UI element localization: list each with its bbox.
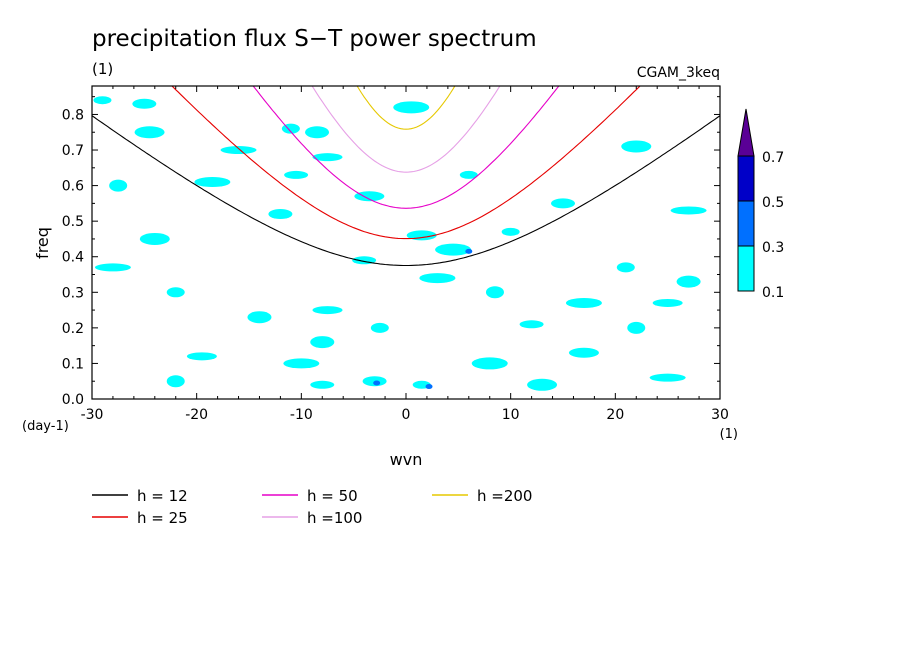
contour-layer — [93, 96, 707, 391]
dispersion-curve — [92, 115, 720, 267]
contour-region — [471, 357, 508, 370]
contour-region — [459, 170, 478, 179]
contour-region — [485, 286, 504, 299]
contour-region — [551, 198, 575, 209]
contour-region — [465, 248, 473, 254]
colorbar-label: 0.1 — [762, 285, 784, 301]
legend: h = 12 h = 25 h = 50 h =100 h =200 — [92, 487, 532, 527]
contour-region — [93, 96, 112, 105]
contour-region — [649, 373, 686, 382]
y-tick-label: 0.6 — [62, 179, 84, 195]
legend-label: h = 12 — [137, 487, 188, 505]
contour-region — [134, 126, 165, 139]
colorbar-extend-arrow — [737, 108, 755, 157]
y-tick-label: 0.7 — [62, 143, 84, 159]
contour-region — [109, 179, 128, 192]
colorbar-segment — [737, 155, 755, 202]
contour-region — [220, 146, 257, 155]
colorbar-label: 0.5 — [762, 195, 784, 211]
contour-region — [370, 322, 389, 333]
contour-region — [373, 380, 381, 386]
y-axis-label: freq — [33, 227, 52, 259]
x-tick-label: 0 — [402, 407, 411, 423]
dispersion-curve — [252, 86, 560, 209]
contour-region — [676, 275, 701, 288]
chart-title: precipitation flux S−T power spectrum — [92, 26, 537, 52]
y-tick-label: 0.3 — [62, 285, 84, 301]
contour-region — [132, 98, 157, 109]
x-tick-label: 10 — [502, 407, 520, 423]
legend-label: h = 25 — [137, 509, 188, 527]
contour-region — [527, 378, 558, 391]
y-tick-label: 0.2 — [62, 321, 84, 337]
dispersion-curve — [171, 86, 641, 240]
dataset-label: CGAM_3keq — [637, 65, 720, 81]
legend-label: h = 50 — [307, 487, 358, 505]
contour-region — [519, 320, 544, 329]
contour-region — [501, 227, 520, 236]
y-tick-label: 0.8 — [62, 107, 84, 123]
legend-label: h =200 — [477, 487, 532, 505]
colorbar-segment — [737, 200, 755, 247]
contour-region — [312, 153, 343, 162]
contour-region — [268, 209, 293, 220]
colorbar-label: 0.3 — [762, 240, 784, 256]
x-tick-label: -30 — [81, 407, 104, 423]
x-tick-label: -10 — [290, 407, 313, 423]
y-axis: 0.0 0.1 0.2 0.3 0.4 0.5 0.6 0.7 0.8 — [62, 96, 720, 408]
contour-region — [419, 273, 456, 284]
contour-region — [139, 232, 170, 245]
chart-subtitle: (1) — [92, 60, 113, 78]
contour-region — [186, 352, 217, 361]
x-axis-label: wvn — [390, 450, 423, 469]
y-tick-label: 0.4 — [62, 250, 84, 266]
y-tick-label: 0.1 — [62, 356, 84, 372]
dispersion-curves — [92, 86, 720, 267]
x-tick-label: 30 — [711, 407, 729, 423]
x-tick-label: -20 — [185, 407, 208, 423]
contour-region — [283, 358, 320, 369]
contour-region — [568, 347, 599, 358]
x-tick-label: 20 — [606, 407, 624, 423]
colorbar-segment — [737, 245, 755, 292]
plot-frame — [91, 85, 721, 400]
contour-region — [565, 297, 602, 308]
dispersion-curve — [311, 86, 501, 173]
contour-region — [94, 263, 131, 272]
contour-region — [652, 298, 683, 307]
contour-region — [435, 243, 472, 256]
contour-region — [670, 206, 707, 215]
contour-region — [616, 262, 635, 273]
contour-region — [166, 287, 185, 298]
contour-region — [284, 170, 309, 179]
contour-region — [425, 384, 433, 390]
contour-region — [621, 140, 652, 153]
contour-region — [305, 126, 330, 139]
contour-region — [194, 177, 231, 188]
contour-region — [393, 101, 430, 114]
contour-region — [354, 191, 385, 202]
contour-region — [310, 336, 335, 349]
contour-region — [166, 375, 185, 388]
contour-region — [627, 321, 646, 334]
colorbar-label: 0.7 — [762, 150, 784, 166]
y-tick-label: 0.5 — [62, 214, 84, 230]
x-axis: -30 -20 -10 0 10 20 30 — [81, 86, 729, 423]
y-tick-label: 0.0 — [62, 392, 84, 408]
colorbar: 0.1 0.3 0.5 0.7 — [737, 108, 784, 301]
x-unit-label: (1) — [720, 427, 738, 442]
contour-region — [310, 380, 335, 389]
legend-label: h =100 — [307, 509, 362, 527]
contour-region — [247, 311, 272, 324]
dispersion-curve — [356, 86, 456, 130]
y-unit-label: (day-1) — [22, 419, 69, 434]
contour-region — [312, 306, 343, 315]
